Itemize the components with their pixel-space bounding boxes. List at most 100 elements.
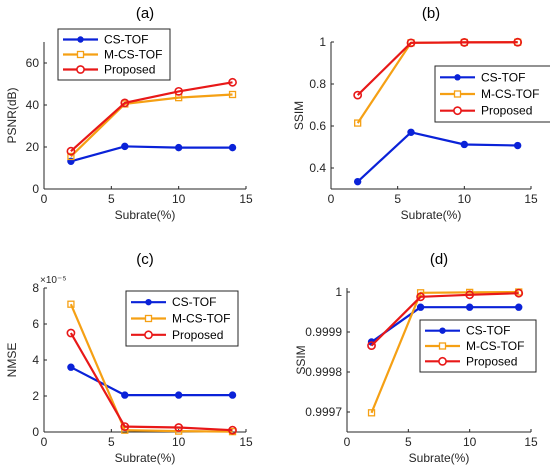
legend-marker bbox=[454, 74, 461, 81]
legend-label: Proposed bbox=[172, 328, 223, 342]
x-tick-label: 5 bbox=[108, 435, 115, 449]
legend-label: M-CS-TOF bbox=[481, 87, 539, 101]
data-point bbox=[367, 341, 376, 350]
y-tick-label: 8 bbox=[32, 281, 39, 295]
x-tick-label: 10 bbox=[172, 435, 186, 449]
data-point bbox=[407, 128, 415, 137]
y-tick-label: 0.9998 bbox=[305, 365, 342, 379]
legend-marker bbox=[453, 106, 462, 116]
y-axis-label: SSIM bbox=[292, 101, 306, 130]
y-tick-label: 0.9999 bbox=[305, 325, 342, 339]
x-tick-label: 5 bbox=[108, 192, 115, 206]
series-line-m-cs-tof bbox=[70, 93, 233, 158]
data-point bbox=[228, 143, 237, 152]
data-point bbox=[174, 143, 183, 152]
x-axis-label: Subrate(%) bbox=[115, 451, 176, 465]
legend-marker bbox=[76, 50, 85, 59]
data-point bbox=[460, 140, 469, 149]
legend-label: CS-TOF bbox=[466, 324, 510, 338]
y-tick-label: 6 bbox=[32, 317, 39, 331]
series-line-proposed bbox=[370, 292, 519, 347]
data-point bbox=[228, 90, 237, 99]
series-line-cs-tof bbox=[70, 366, 233, 397]
data-point bbox=[406, 38, 416, 48]
data-point bbox=[513, 37, 523, 47]
x-tick-label: 10 bbox=[463, 435, 477, 449]
x-tick-label: 0 bbox=[41, 435, 48, 449]
chart-panel-b: 0 5 10 15 0.4 0.6 0.8 1 (b) Subrate(%) SSIM CS-TOF M… bbox=[292, 5, 550, 222]
x-tick-label: 15 bbox=[524, 435, 538, 449]
data-point bbox=[514, 288, 524, 298]
data-point bbox=[174, 391, 183, 399]
chart-title: (a) bbox=[136, 5, 154, 22]
legend-label: CS-TOF bbox=[172, 295, 216, 309]
series-line-proposed bbox=[356, 41, 518, 96]
y-tick-label: 60 bbox=[26, 56, 40, 70]
legend-label: Proposed bbox=[104, 63, 155, 77]
legend-marker bbox=[77, 36, 84, 43]
y-tick-label: 1 bbox=[319, 35, 326, 49]
x-tick-label: 0 bbox=[328, 192, 335, 206]
y-axis-exponent-label: ×10⁻⁵ bbox=[40, 275, 66, 286]
chart-title: (c) bbox=[136, 251, 154, 268]
data-point bbox=[121, 142, 129, 151]
x-axis-label: Subrate(%) bbox=[401, 208, 462, 222]
data-point bbox=[67, 363, 75, 371]
data-point bbox=[120, 422, 130, 431]
data-point bbox=[513, 141, 522, 150]
y-tick-label: 0.8 bbox=[309, 77, 326, 91]
data-point bbox=[465, 303, 474, 311]
data-point bbox=[67, 152, 75, 161]
x-tick-label: 0 bbox=[41, 192, 48, 206]
legend-marker bbox=[438, 342, 447, 350]
y-tick-label: 0 bbox=[32, 182, 39, 196]
data-point bbox=[174, 423, 184, 432]
data-point bbox=[353, 177, 362, 186]
series-line-cs-tof bbox=[70, 145, 233, 163]
legend-label: CS-TOF bbox=[104, 33, 148, 47]
chart-panel-a: 0 5 10 15 0 20 40 60 (a) Subrate(%) PSNR(dB) CS-TOF… bbox=[5, 5, 253, 222]
x-tick-label: 0 bbox=[344, 435, 351, 449]
legend-marker bbox=[453, 90, 462, 98]
data-point bbox=[459, 38, 469, 47]
y-axis-label: PSNR(dB) bbox=[5, 87, 19, 143]
y-tick-label: 0.6 bbox=[309, 119, 326, 133]
series-line-m-cs-tof bbox=[370, 290, 519, 414]
data-point bbox=[228, 425, 237, 435]
series-line-cs-tof bbox=[356, 131, 518, 183]
x-tick-label: 15 bbox=[239, 192, 253, 206]
data-point bbox=[120, 98, 130, 108]
series-line-proposed bbox=[70, 81, 233, 153]
y-tick-label: 0 bbox=[32, 425, 39, 439]
data-point bbox=[416, 292, 425, 302]
y-tick-label: 20 bbox=[26, 140, 40, 154]
data-point bbox=[465, 290, 475, 300]
legend-label: M-CS-TOF bbox=[466, 339, 524, 353]
y-axis-label: NMSE bbox=[5, 343, 19, 378]
data-point bbox=[121, 391, 129, 399]
x-axis-label: Subrate(%) bbox=[409, 451, 470, 465]
data-point bbox=[66, 146, 76, 156]
legend-marker bbox=[76, 65, 85, 74]
x-tick-label: 15 bbox=[524, 192, 538, 206]
x-tick-label: 5 bbox=[405, 435, 412, 449]
legend-label: M-CS-TOF bbox=[104, 48, 162, 62]
series-line-m-cs-tof bbox=[69, 303, 233, 433]
data-point bbox=[228, 77, 237, 87]
data-point bbox=[174, 86, 184, 96]
series-line-cs-tof bbox=[370, 306, 519, 343]
legend-marker bbox=[145, 298, 152, 306]
legend-label: M-CS-TOF bbox=[172, 312, 230, 326]
data-point bbox=[67, 300, 75, 308]
chart-title: (d) bbox=[430, 251, 448, 268]
y-tick-label: 1 bbox=[335, 285, 342, 299]
y-tick-label: 0.9997 bbox=[305, 405, 342, 419]
data-point bbox=[228, 391, 237, 399]
legend-marker bbox=[439, 327, 446, 334]
legend-label: Proposed bbox=[481, 104, 532, 118]
chart-title: (b) bbox=[422, 5, 440, 22]
